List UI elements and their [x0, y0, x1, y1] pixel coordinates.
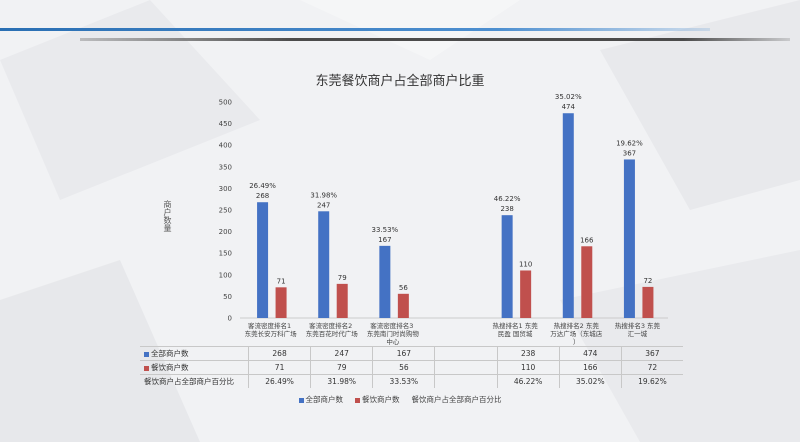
bar-food-merchants [336, 283, 348, 318]
data-table-cell: 31.98% [310, 374, 373, 388]
chart-title: 东莞餐饮商户占全部商户比重 [315, 74, 485, 89]
bar-food-merchants [581, 246, 593, 318]
y-tick-label: 350 [219, 163, 232, 171]
bar-all-merchants [257, 202, 269, 318]
data-table-cell [434, 346, 498, 361]
data-table-row-label: 餐饮商户数 [140, 360, 249, 375]
data-label-percent: 31.98% [310, 191, 337, 199]
data-table-cell: 247 [310, 346, 373, 361]
data-table-cell: 110 [496, 360, 560, 375]
data-label-all-merchants: 238 [500, 205, 513, 213]
bar-food-merchants [275, 287, 287, 318]
y-tick-label: 50 [223, 293, 232, 301]
data-table-cell: 72 [620, 360, 683, 375]
data-table-row-label: 全部商户数 [140, 346, 249, 361]
x-category-label: 热搜排名3 东莞汇一城 [615, 321, 661, 338]
data-label-percent: 33.53% [372, 226, 399, 234]
header-accent-line-gray [80, 38, 790, 41]
x-category-label: 客流密度排名2 东莞百花时代广场 [306, 321, 359, 338]
legend-item: 餐饮商户数 [355, 395, 400, 404]
y-axis-label: 商户数量 [163, 200, 172, 232]
y-tick-label: 500 [219, 99, 232, 107]
bar-all-merchants [501, 215, 513, 318]
data-label-food-merchants: 79 [338, 274, 347, 282]
y-tick-label: 250 [219, 207, 232, 215]
data-table-cell: 71 [247, 360, 311, 375]
data-label-all-merchants: 167 [378, 236, 391, 244]
data-table-cell: 33.53% [372, 374, 435, 388]
data-label-percent: 46.22% [494, 195, 521, 203]
legend-label: 餐饮商户占全部商户百分比 [411, 395, 502, 404]
legend-swatch [355, 397, 360, 403]
y-tick-label: 100 [219, 271, 232, 279]
data-table-cell: 167 [372, 346, 435, 361]
data-label-percent: 19.62% [616, 139, 643, 147]
data-table-label-text: 餐饮商户占全部商户百分比 [144, 377, 234, 386]
data-label-food-merchants: 72 [643, 277, 652, 285]
y-tick-label: 400 [219, 142, 232, 150]
data-label-all-merchants: 474 [562, 103, 576, 111]
legend-swatch [144, 365, 149, 371]
data-table-row: 全部商户数 268 247 167 238 474 367 [140, 346, 683, 361]
x-category-label: 热搜排名1 东莞民盈 国贸城 [493, 321, 539, 338]
y-tick-label: 450 [219, 120, 232, 128]
bar-food-merchants [520, 270, 532, 318]
data-table-cell: 26.49% [247, 374, 311, 388]
x-category-label: 客流密度排名3 东莞南门时尚购物中心 [367, 321, 420, 346]
legend-label: 全部商户数 [305, 395, 344, 404]
data-table-cell: 367 [620, 346, 683, 361]
data-label-food-merchants: 166 [580, 236, 594, 244]
data-table-cell [434, 360, 498, 375]
data-table-label-text: 餐饮商户数 [151, 363, 189, 372]
data-table-cell: 166 [558, 360, 622, 375]
data-label-food-merchants: 56 [399, 284, 408, 292]
legend-swatch [144, 351, 149, 357]
bar-all-merchants [318, 211, 330, 318]
legend-item: 餐饮商户占全部商户百分比 [412, 395, 502, 404]
chart-data-table: 全部商户数 268 247 167 238 474 367 餐饮商户数 71 79 56 110 166… [140, 346, 683, 388]
y-tick-label: 0 [228, 315, 232, 323]
data-table-cell [434, 374, 498, 388]
data-table-cell: 268 [247, 346, 311, 361]
data-label-percent: 35.02% [555, 93, 582, 101]
data-label-all-merchants: 268 [256, 192, 269, 200]
header-accent-line-blue [0, 28, 710, 31]
x-category-label: 热搜排名2 东莞万达广场（东城店） [550, 321, 603, 346]
data-label-all-merchants: 367 [623, 149, 636, 157]
bar-all-merchants [623, 159, 635, 318]
data-table-row-label: 餐饮商户占全部商户百分比 [140, 374, 249, 388]
data-table-row: 餐饮商户占全部商户百分比 26.49% 31.98% 33.53% 46.22% 35.0… [140, 374, 683, 388]
data-table-row: 餐饮商户数 71 79 56 110 166 72 [140, 360, 683, 375]
data-table-cell: 19.62% [620, 374, 683, 388]
x-category-label: 客流密度排名1 东莞长安万科广场 [245, 321, 298, 338]
data-table-cell: 46.22% [496, 374, 560, 388]
bar-food-merchants [642, 286, 654, 318]
data-table-cell: 56 [372, 360, 435, 375]
data-table-cell: 79 [310, 360, 373, 375]
y-tick-label: 300 [219, 185, 232, 193]
data-table-cell: 35.02% [558, 374, 622, 388]
data-table-label-text: 全部商户数 [151, 349, 189, 358]
data-label-food-merchants: 110 [519, 260, 532, 268]
legend-swatch [298, 397, 304, 403]
legend-item: 全部商户数 [298, 395, 344, 404]
data-table-cell: 238 [496, 346, 560, 361]
chart-legend: 全部商户数 餐饮商户数 餐饮商户占全部商户百分比 [0, 394, 800, 405]
data-table-cell: 474 [558, 346, 622, 361]
data-label-all-merchants: 247 [317, 201, 330, 209]
bar-food-merchants [397, 293, 409, 318]
y-tick-label: 150 [219, 250, 232, 258]
data-label-food-merchants: 71 [277, 277, 286, 285]
y-tick-label: 200 [219, 228, 232, 236]
legend-label: 餐饮商户数 [362, 395, 400, 404]
data-label-percent: 26.49% [249, 182, 276, 190]
bar-all-merchants [379, 245, 391, 318]
bar-all-merchants [562, 113, 574, 319]
